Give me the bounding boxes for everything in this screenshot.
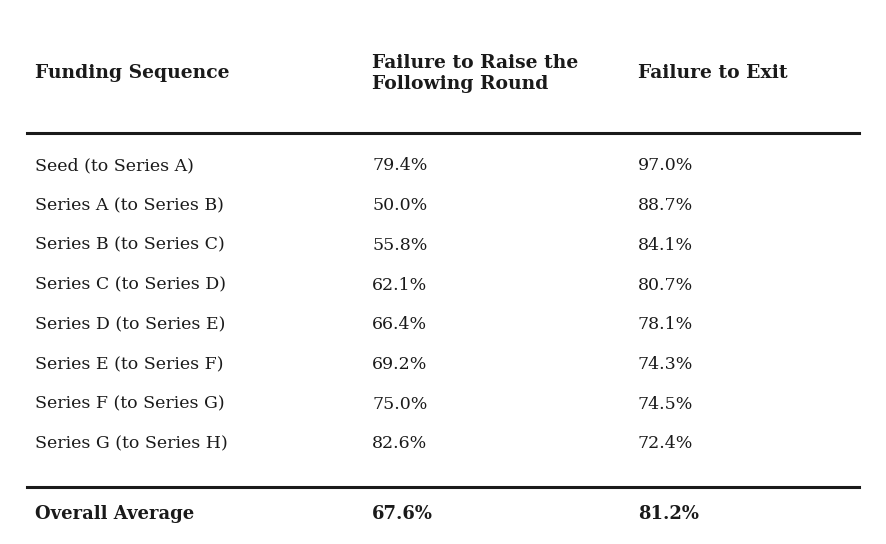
Text: 72.4%: 72.4% [638, 435, 693, 453]
Text: Series A (to Series B): Series A (to Series B) [35, 197, 224, 214]
Text: Series G (to Series H): Series G (to Series H) [35, 435, 229, 453]
Text: Funding Sequence: Funding Sequence [35, 64, 230, 83]
Text: Failure to Raise the
Following Round: Failure to Raise the Following Round [372, 54, 579, 93]
Text: 80.7%: 80.7% [638, 276, 693, 294]
Text: 74.3%: 74.3% [638, 356, 693, 373]
Text: 62.1%: 62.1% [372, 276, 427, 294]
Text: Overall Average: Overall Average [35, 505, 195, 523]
Text: 69.2%: 69.2% [372, 356, 427, 373]
Text: 84.1%: 84.1% [638, 237, 693, 254]
Text: 88.7%: 88.7% [638, 197, 693, 214]
Text: Series C (to Series D): Series C (to Series D) [35, 276, 227, 294]
Text: 74.5%: 74.5% [638, 395, 693, 413]
Text: 97.0%: 97.0% [638, 157, 693, 175]
Text: 78.1%: 78.1% [638, 316, 693, 333]
Text: 66.4%: 66.4% [372, 316, 427, 333]
Text: 81.2%: 81.2% [638, 505, 699, 523]
Text: Series F (to Series G): Series F (to Series G) [35, 395, 225, 413]
Text: 67.6%: 67.6% [372, 505, 433, 523]
Text: 55.8%: 55.8% [372, 237, 427, 254]
Text: Series E (to Series F): Series E (to Series F) [35, 356, 224, 373]
Text: Series B (to Series C): Series B (to Series C) [35, 237, 225, 254]
Text: Series D (to Series E): Series D (to Series E) [35, 316, 226, 333]
Text: 75.0%: 75.0% [372, 395, 427, 413]
Text: Failure to Exit: Failure to Exit [638, 64, 788, 83]
Text: 79.4%: 79.4% [372, 157, 427, 175]
Text: Seed (to Series A): Seed (to Series A) [35, 157, 194, 175]
Text: 50.0%: 50.0% [372, 197, 427, 214]
Text: 82.6%: 82.6% [372, 435, 427, 453]
